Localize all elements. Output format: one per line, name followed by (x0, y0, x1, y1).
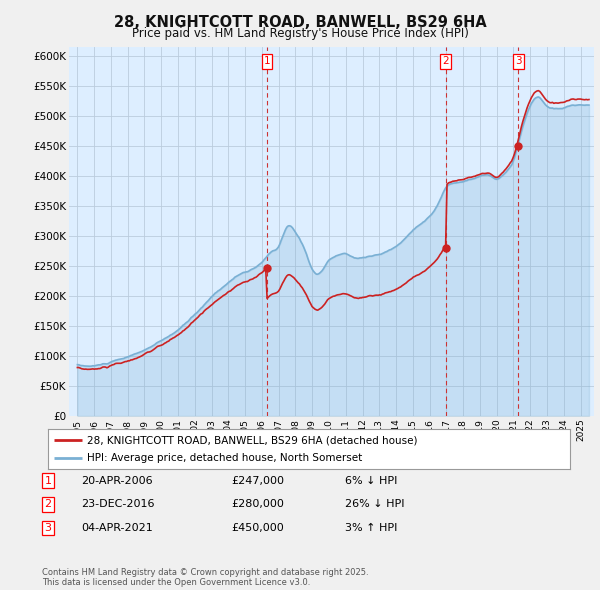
Text: 3: 3 (44, 523, 52, 533)
Text: Price paid vs. HM Land Registry's House Price Index (HPI): Price paid vs. HM Land Registry's House … (131, 27, 469, 40)
Text: £247,000: £247,000 (231, 476, 284, 486)
Text: £280,000: £280,000 (231, 500, 284, 509)
Text: 1: 1 (44, 476, 52, 486)
Text: 6% ↓ HPI: 6% ↓ HPI (345, 476, 397, 486)
Text: 1: 1 (263, 57, 270, 67)
Text: 3: 3 (515, 57, 521, 67)
Text: Contains HM Land Registry data © Crown copyright and database right 2025.: Contains HM Land Registry data © Crown c… (42, 568, 368, 577)
Text: £450,000: £450,000 (231, 523, 284, 533)
Text: 04-APR-2021: 04-APR-2021 (81, 523, 153, 533)
Text: 2: 2 (443, 57, 449, 67)
Text: This data is licensed under the Open Government Licence v3.0.: This data is licensed under the Open Gov… (42, 578, 310, 587)
Text: 2: 2 (44, 500, 52, 509)
Text: 20-APR-2006: 20-APR-2006 (81, 476, 152, 486)
Text: 3% ↑ HPI: 3% ↑ HPI (345, 523, 397, 533)
Text: 28, KNIGHTCOTT ROAD, BANWELL, BS29 6HA (detached house): 28, KNIGHTCOTT ROAD, BANWELL, BS29 6HA (… (87, 435, 418, 445)
Text: 26% ↓ HPI: 26% ↓ HPI (345, 500, 404, 509)
Text: 28, KNIGHTCOTT ROAD, BANWELL, BS29 6HA: 28, KNIGHTCOTT ROAD, BANWELL, BS29 6HA (113, 15, 487, 30)
Text: HPI: Average price, detached house, North Somerset: HPI: Average price, detached house, Nort… (87, 453, 362, 463)
Text: 23-DEC-2016: 23-DEC-2016 (81, 500, 155, 509)
